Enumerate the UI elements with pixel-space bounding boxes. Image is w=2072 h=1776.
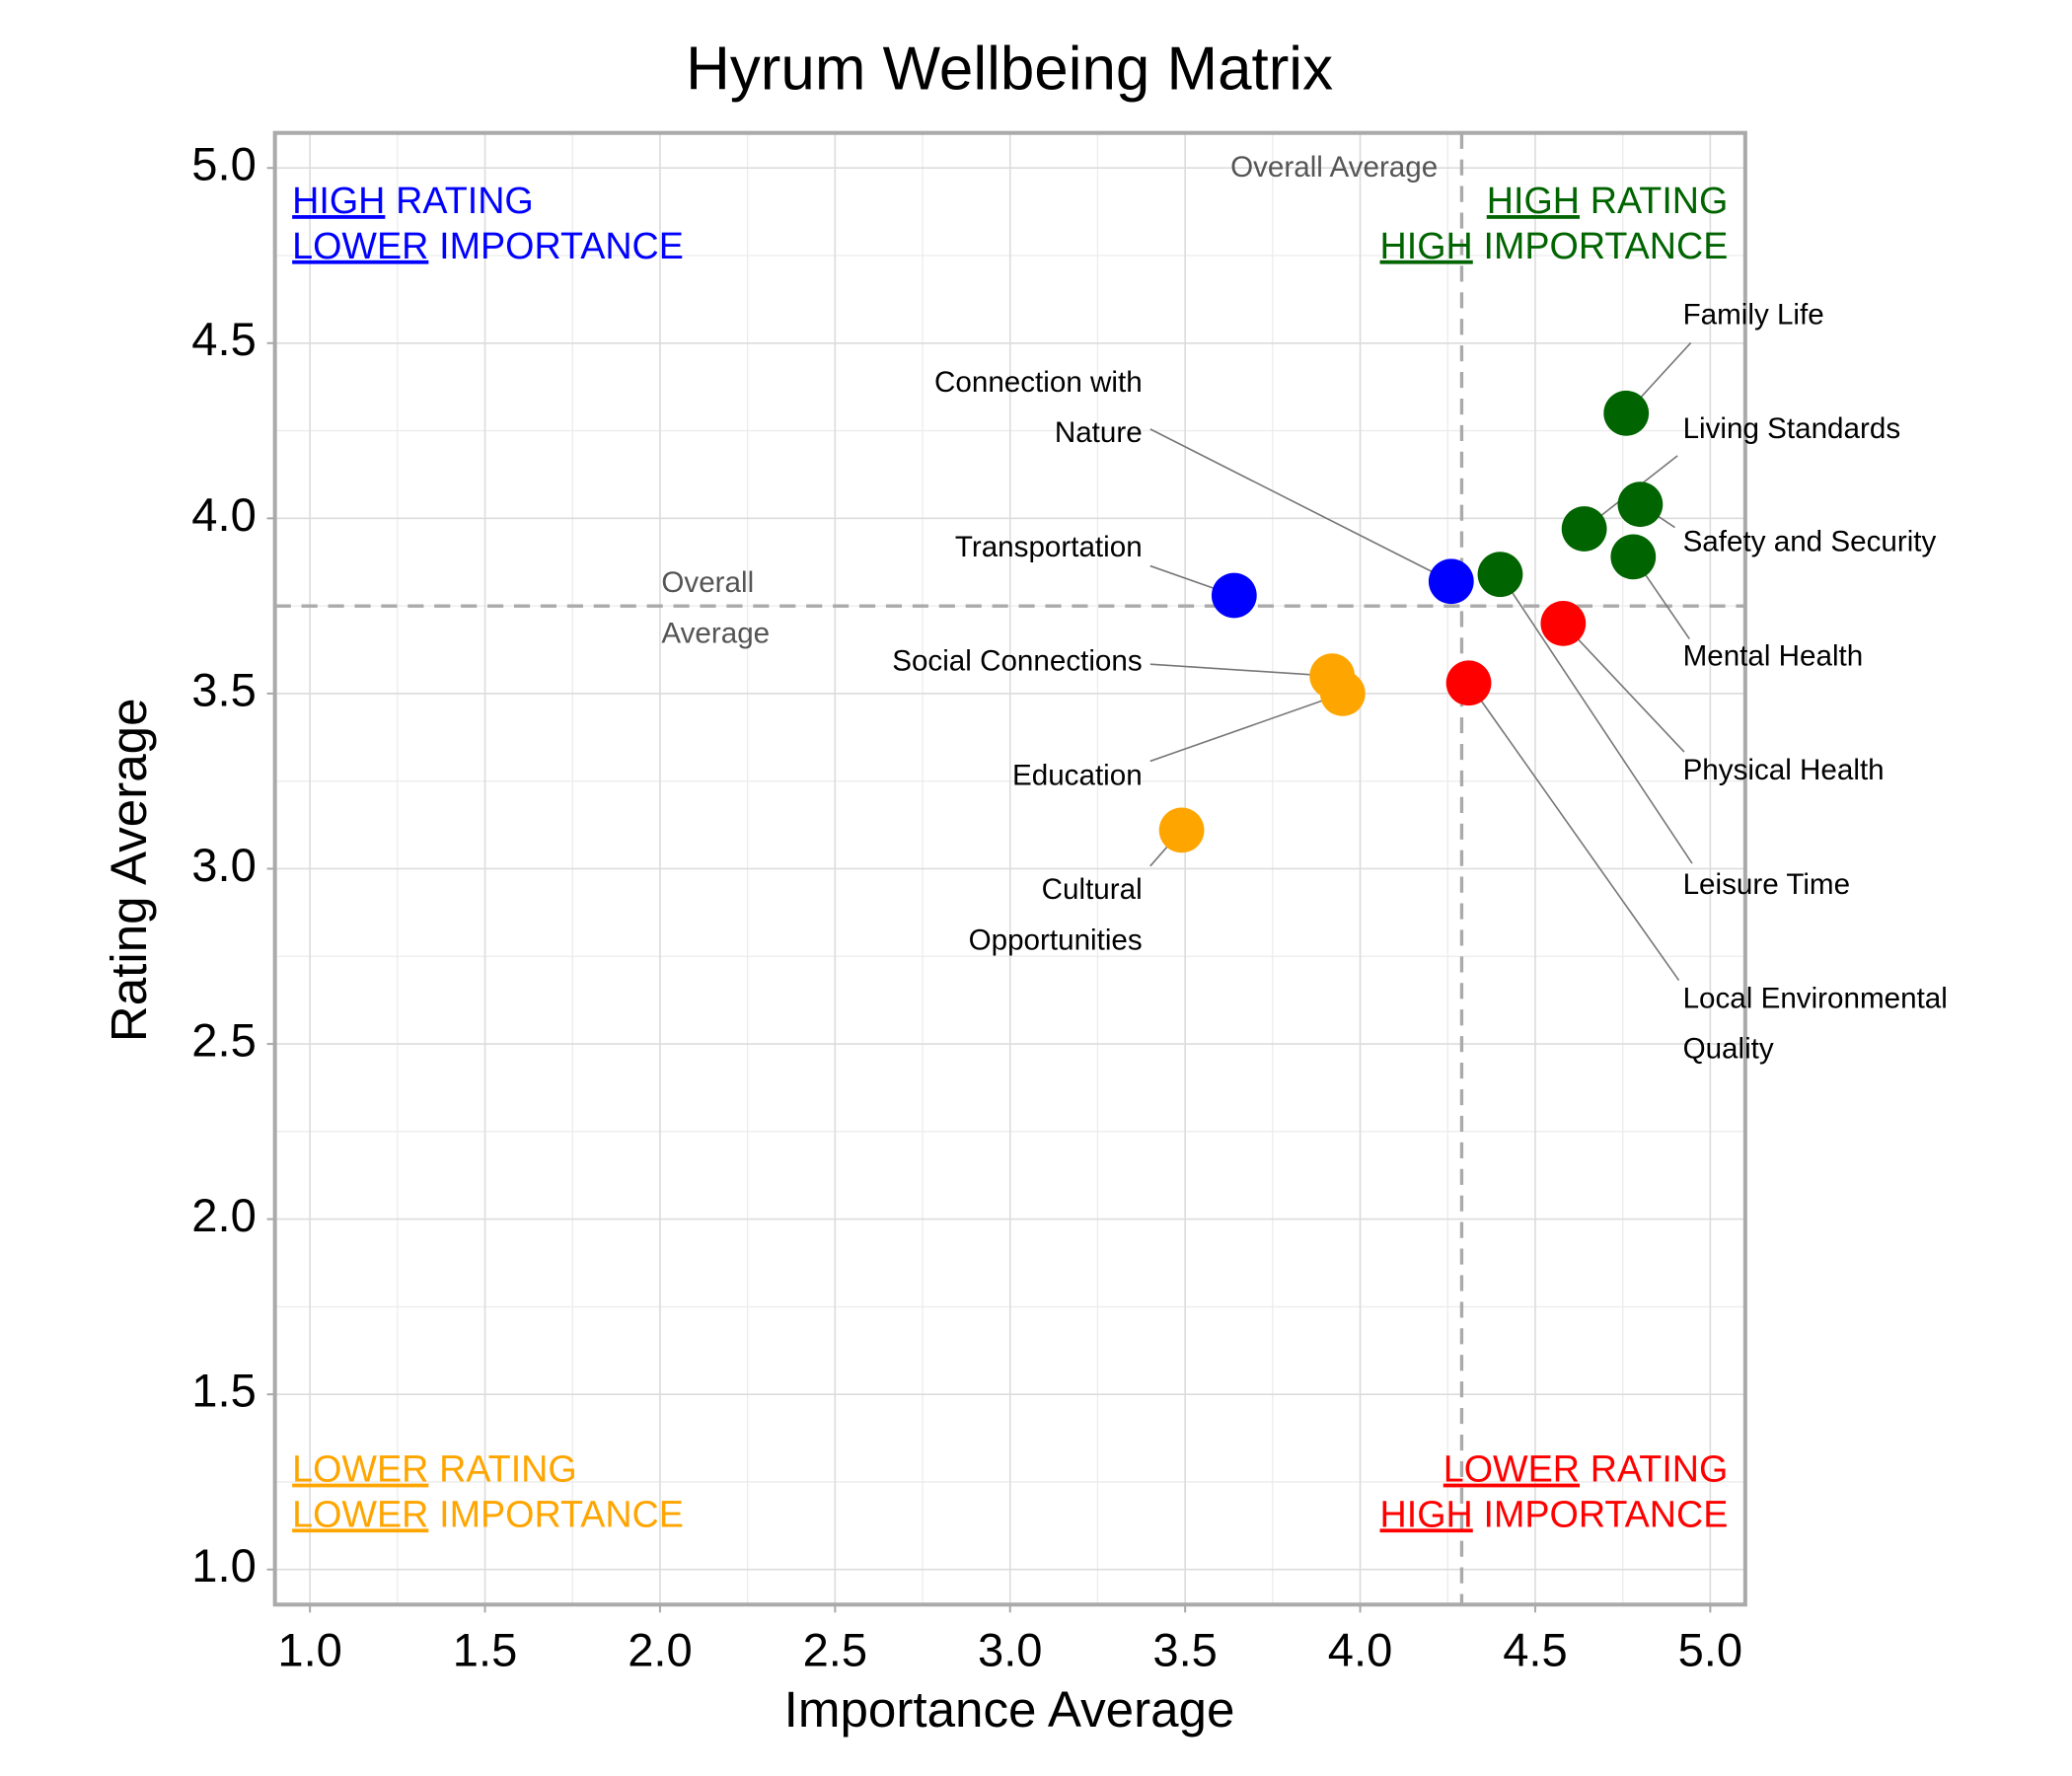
quadrant-emphasis: LOWER — [292, 1493, 428, 1534]
quadrant-text: RATING — [1591, 1448, 1729, 1490]
leader-line — [1149, 693, 1344, 763]
quadrant-text: RATING — [1591, 180, 1729, 221]
quadrant-text: IMPORTANCE — [1484, 1493, 1729, 1534]
point-label: Family Life — [1683, 298, 1824, 331]
quadrant-text: IMPORTANCE — [439, 1493, 684, 1534]
point-label: Physical Health — [1683, 754, 1885, 786]
quadrant-label: HIGH IMPORTANCE — [1380, 225, 1729, 266]
point-label: Living Standards — [1683, 412, 1901, 445]
average-label: Overall — [661, 566, 754, 599]
point-label: Mental Health — [1683, 639, 1864, 672]
quadrant-label: HIGH RATING — [1487, 180, 1729, 221]
quadrant-label: LOWER RATING — [1443, 1448, 1729, 1490]
point — [1561, 506, 1607, 552]
leader-line — [1149, 663, 1333, 677]
x-tick-label: 2.5 — [803, 1623, 868, 1675]
leader-line — [1149, 428, 1452, 582]
point-label: Nature — [1055, 416, 1143, 449]
point-label: Quality — [1683, 1033, 1774, 1066]
quadrant-label: HIGH RATING — [292, 180, 534, 221]
point — [1617, 481, 1664, 528]
y-tick-label: 5.0 — [191, 138, 256, 190]
leader-line — [1499, 573, 1693, 864]
quadrant-label: HIGH IMPORTANCE — [1380, 1493, 1729, 1534]
x-tick-label: 1.5 — [453, 1623, 517, 1675]
point-label: Transportation — [955, 531, 1143, 563]
quadrant-emphasis: HIGH — [1487, 180, 1580, 221]
point — [1158, 807, 1205, 853]
point — [1211, 572, 1257, 619]
point-label: Education — [1012, 759, 1143, 791]
x-tick-label: 3.5 — [1152, 1623, 1218, 1675]
quadrant-emphasis: LOWER — [292, 225, 428, 266]
y-tick-label: 4.0 — [191, 488, 256, 541]
point-label: Cultural — [1042, 873, 1143, 906]
average-label: Overall Average — [1230, 151, 1438, 184]
x-axis-label: Importance Average — [784, 1681, 1235, 1738]
point-label: Safety and Security — [1683, 526, 1937, 558]
plot-frame — [272, 130, 1747, 1607]
point-label: Local Environmental — [1683, 983, 1948, 1015]
y-tick-label: 3.5 — [191, 663, 256, 715]
y-tick-label: 4.5 — [191, 313, 256, 365]
point-label: Connection with — [934, 366, 1143, 399]
point — [1477, 552, 1523, 598]
quadrant-emphasis: LOWER — [1443, 1448, 1580, 1490]
leader-line — [1562, 623, 1685, 753]
quadrant-emphasis: HIGH — [292, 180, 385, 221]
quadrant-label: LOWER IMPORTANCE — [292, 1493, 684, 1534]
quadrant-text: IMPORTANCE — [439, 225, 684, 266]
y-tick-label: 1.0 — [191, 1539, 256, 1591]
y-axis-label: Rating Average — [101, 698, 157, 1042]
point — [1603, 390, 1650, 436]
chart-title: Hyrum Wellbeing Matrix — [686, 35, 1333, 103]
quadrant-emphasis: HIGH — [1380, 1493, 1473, 1534]
average-label: Average — [661, 617, 770, 649]
x-tick-label: 1.0 — [277, 1623, 342, 1675]
quadrant-emphasis: HIGH — [1380, 225, 1473, 266]
quadrant-emphasis: LOWER — [292, 1448, 428, 1490]
x-tick-label: 4.0 — [1328, 1623, 1393, 1675]
quadrant-label: LOWER IMPORTANCE — [292, 225, 684, 266]
point-label: Leisure Time — [1683, 868, 1851, 901]
leader-line — [1467, 682, 1680, 982]
point — [1610, 534, 1657, 580]
y-tick-label: 3.0 — [191, 839, 256, 891]
quadrant-label: LOWER RATING — [292, 1448, 577, 1490]
quadrant-text: RATING — [396, 180, 534, 221]
quadrant-text: IMPORTANCE — [1484, 225, 1729, 266]
point-label: Opportunities — [969, 924, 1143, 956]
point — [1540, 601, 1587, 646]
y-tick-label: 1.5 — [191, 1365, 256, 1417]
x-tick-label: 5.0 — [1678, 1623, 1742, 1675]
x-tick-label: 4.5 — [1503, 1623, 1567, 1675]
point — [1428, 558, 1474, 605]
y-tick-label: 2.5 — [191, 1013, 256, 1066]
point — [1319, 671, 1366, 716]
quadrant-text: RATING — [439, 1448, 577, 1490]
y-tick-label: 2.0 — [191, 1189, 256, 1241]
point — [1445, 660, 1492, 706]
x-tick-label: 3.0 — [978, 1623, 1043, 1675]
point-label: Social Connections — [892, 645, 1142, 678]
x-tick-label: 2.0 — [628, 1623, 693, 1675]
